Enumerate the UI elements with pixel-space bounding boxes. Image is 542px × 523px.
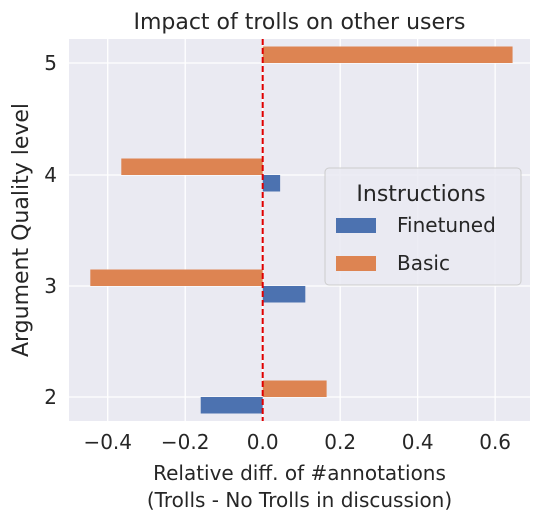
bar-basic-level-5 xyxy=(262,46,513,63)
chart-title: Impact of trolls on other users xyxy=(133,10,465,35)
y-tick-label: 3 xyxy=(44,274,57,298)
legend-label-finetuned: Finetuned xyxy=(397,213,496,237)
ticks: −0.4 −0.2 0.0 0.2 0.4 0.6 2 3 4 5 xyxy=(44,51,511,454)
x-tick-label: 0.4 xyxy=(402,430,434,454)
legend-label-basic: Basic xyxy=(397,251,450,275)
x-tick-label: −0.2 xyxy=(161,430,210,454)
y-axis-label: Argument Quality level xyxy=(9,103,34,357)
bar-finetuned-level-4 xyxy=(262,175,281,192)
bar-basic-level-2 xyxy=(262,380,327,397)
y-tick-label: 4 xyxy=(44,163,57,187)
bar-basic-level-3 xyxy=(90,269,263,286)
x-axis-label-line: (Trolls - No Trolls in discussion) xyxy=(147,488,452,512)
x-tick-label: 0.6 xyxy=(479,430,511,454)
x-tick-label: 0.0 xyxy=(247,430,279,454)
legend-swatch-finetuned xyxy=(336,218,376,233)
legend-swatch-basic xyxy=(336,256,376,271)
bar-basic-level-4 xyxy=(121,158,263,175)
y-tick-label: 2 xyxy=(44,385,57,409)
x-axis-label: Relative diff. of #annotations (Trolls - … xyxy=(147,461,452,512)
x-axis-label-line: Relative diff. of #annotations xyxy=(153,461,446,485)
y-tick-label: 5 xyxy=(44,51,57,75)
x-tick-label: 0.2 xyxy=(324,430,356,454)
bar-finetuned-level-3 xyxy=(262,286,306,303)
legend-box xyxy=(324,167,522,286)
bars xyxy=(90,46,513,414)
legend: Instructions Finetuned Basic xyxy=(324,167,522,286)
x-tick-label: −0.4 xyxy=(83,430,132,454)
legend-title: Instructions xyxy=(356,182,485,207)
bar-finetuned-level-2 xyxy=(200,397,263,414)
